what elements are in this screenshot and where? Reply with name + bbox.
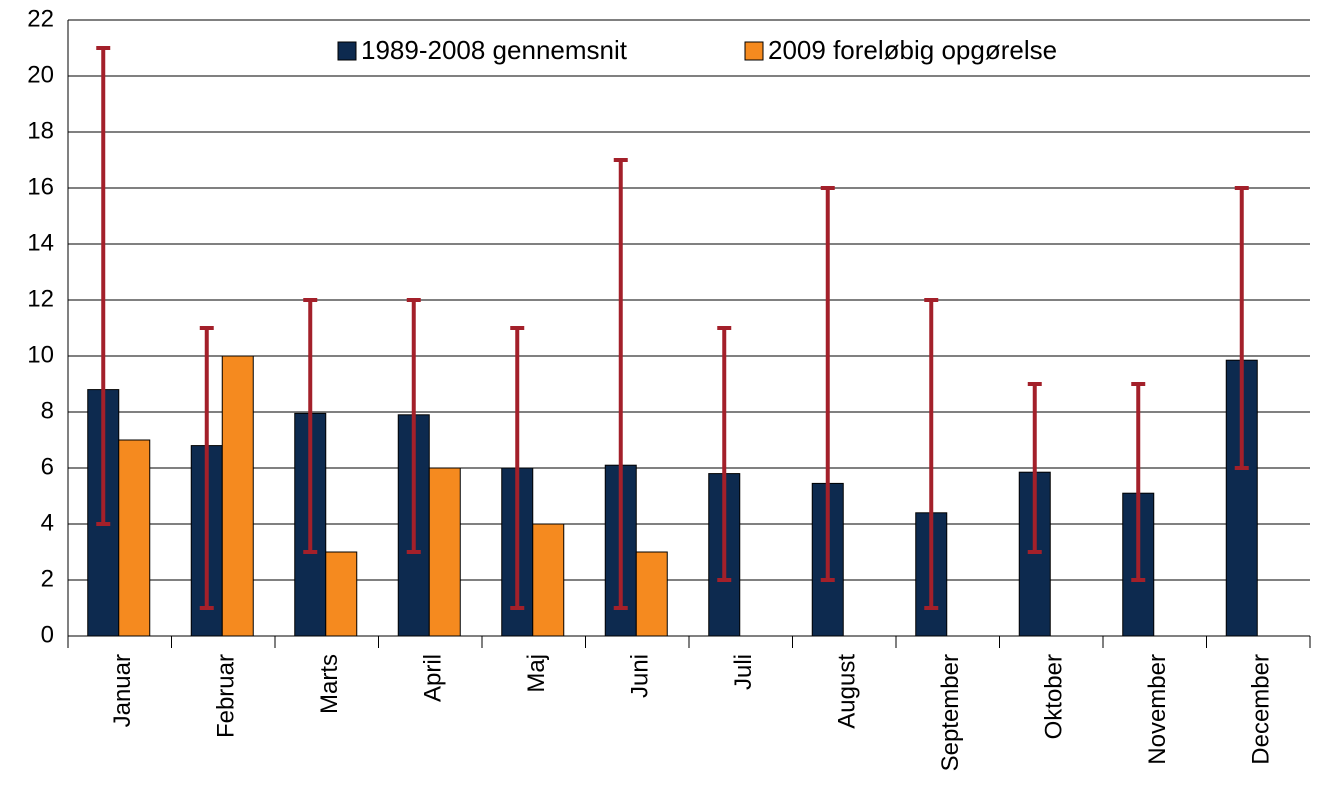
- y-tick-label: 8: [41, 397, 54, 424]
- range-bar: [406, 298, 421, 554]
- x-tick-label: Juli: [730, 654, 757, 690]
- bar: [118, 439, 151, 637]
- x-tick-label: December: [1248, 654, 1275, 765]
- range-bar: [199, 326, 214, 610]
- bar: [532, 523, 565, 637]
- x-tick-label: Februar: [213, 654, 240, 738]
- range-bar: [303, 298, 318, 554]
- x-tick-label: Januar: [109, 654, 136, 727]
- y-tick-label: 6: [41, 453, 54, 480]
- bar: [1225, 359, 1258, 637]
- bar: [428, 467, 461, 637]
- y-tick-label: 4: [41, 509, 54, 536]
- legend-swatch: [337, 41, 357, 61]
- x-tick-label: November: [1144, 654, 1171, 765]
- x-tick-label: Marts: [316, 654, 343, 714]
- legend-label: 2009 foreløbig opgørelse: [768, 35, 1057, 65]
- y-tick-label: 10: [27, 341, 54, 368]
- y-tick-label: 18: [27, 117, 54, 144]
- y-tick-label: 2: [41, 565, 54, 592]
- y-tick-label: 16: [27, 173, 54, 200]
- range-bar: [1234, 186, 1249, 470]
- x-tick-label: April: [420, 654, 447, 702]
- x-tick-label: Juni: [627, 654, 654, 698]
- range-bar: [820, 186, 835, 582]
- range-bar: [613, 158, 628, 610]
- bar: [221, 355, 254, 637]
- y-tick-label: 20: [27, 61, 54, 88]
- x-tick-label: Oktober: [1041, 654, 1068, 739]
- range-bar: [1027, 382, 1042, 554]
- range-bar: [924, 298, 939, 610]
- range-bar: [1131, 382, 1146, 582]
- x-tick-label: August: [834, 654, 861, 729]
- range-bar: [96, 46, 111, 526]
- legend-label: 1989-2008 gennemsnit: [361, 35, 628, 65]
- y-tick-label: 22: [27, 5, 54, 32]
- range-bar: [717, 326, 732, 582]
- x-tick-label: September: [937, 654, 964, 771]
- y-tick-label: 14: [27, 229, 54, 256]
- bar: [635, 551, 668, 637]
- bar: [325, 551, 358, 637]
- x-tick-label: Maj: [523, 654, 550, 693]
- range-bar: [510, 326, 525, 610]
- y-tick-label: 12: [27, 285, 54, 312]
- y-tick-label: 0: [41, 621, 54, 648]
- legend-swatch: [744, 41, 764, 61]
